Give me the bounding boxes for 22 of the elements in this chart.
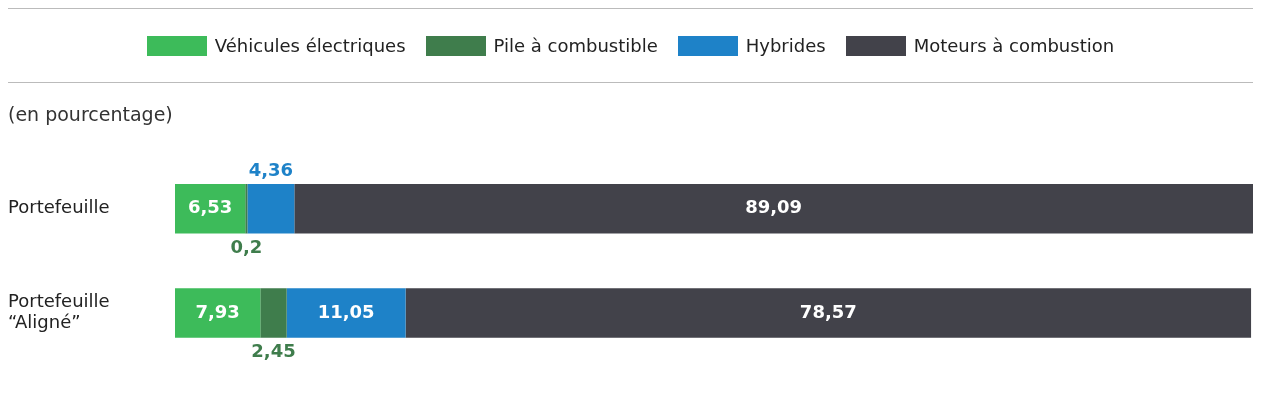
legend-label: Pile à combustible	[493, 35, 658, 56]
legend-label: Hybrides	[745, 35, 826, 56]
bar	[260, 288, 287, 338]
data-label: 4,36	[248, 158, 294, 180]
bar	[247, 183, 295, 234]
data-label: 0,2	[230, 236, 263, 258]
bar	[175, 288, 261, 338]
data-label: 89,09	[745, 196, 803, 218]
chart-subtitle: (en pourcentage)	[8, 103, 174, 125]
bar	[405, 288, 1252, 338]
y-tick-label: Portefeuille “Aligné”	[8, 289, 110, 333]
data-label: 11,05	[317, 300, 375, 322]
data-label: 6,53	[187, 196, 233, 218]
bar	[294, 183, 1253, 234]
bar	[245, 183, 248, 234]
legend-label: Moteurs à combustion	[913, 35, 1115, 56]
legend-label: Véhicules électriques	[214, 35, 406, 56]
data-label: 2,45	[251, 340, 296, 362]
data-label: 7,93	[195, 300, 240, 322]
bar	[286, 288, 406, 338]
data-label: 78,57	[799, 300, 857, 322]
y-tick-label: Portefeuille	[8, 196, 110, 218]
